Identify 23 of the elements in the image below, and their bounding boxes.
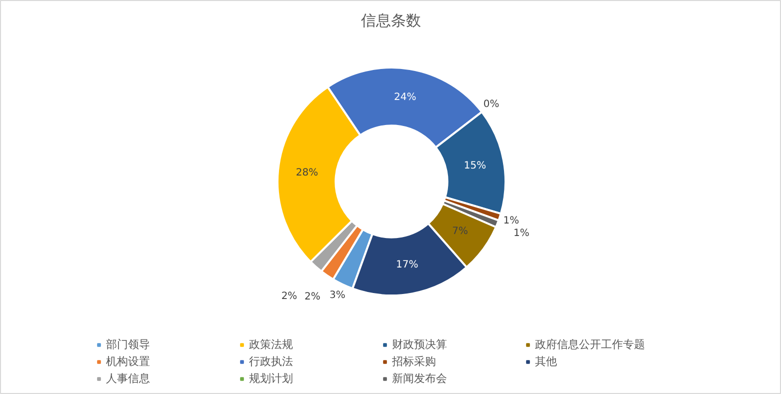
data-label: 1%	[514, 228, 530, 239]
data-label: 24%	[394, 92, 416, 104]
chart-title: 信息条数	[361, 12, 421, 30]
text: 0%	[483, 99, 500, 110]
legend-label: 财政预决算	[392, 337, 448, 352]
legend-label: 人事信息	[106, 371, 151, 386]
legend-label: 行政执法	[249, 354, 294, 369]
data-label: 3%	[330, 290, 346, 301]
data-label: 2%	[281, 291, 298, 302]
legend-label: 政府信息公开工作专题	[535, 337, 646, 352]
data-label: 7%	[452, 226, 468, 238]
data-label: 28%	[296, 168, 318, 179]
legend-label: 新闻发布会	[392, 371, 448, 386]
data-label: 1%	[503, 215, 520, 226]
legend-label: 招标采购	[392, 354, 437, 369]
legend-label: 机构设置	[106, 354, 151, 369]
data-label: 17%	[396, 259, 418, 270]
legend-label: 部门领导	[106, 337, 151, 352]
data-label: 2%	[304, 292, 320, 303]
legend-label: 其他	[535, 354, 558, 369]
legend-label: 政策法规	[249, 337, 294, 352]
data-label: 15%	[464, 160, 486, 172]
legend-label: 规划计划	[249, 371, 294, 386]
